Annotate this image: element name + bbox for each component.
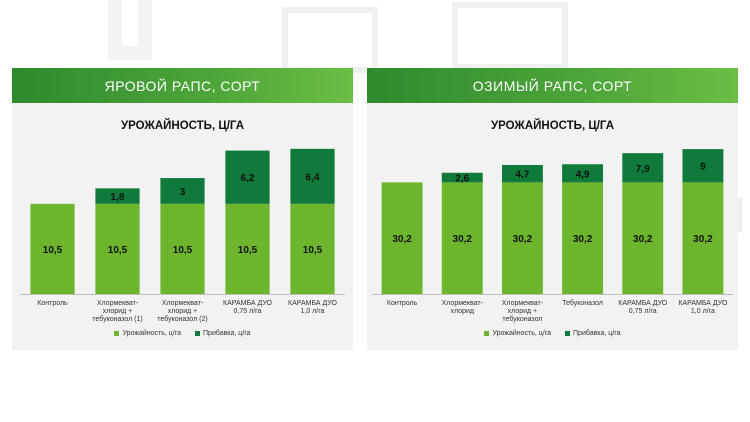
data-label-yield: 10,5 [238, 245, 258, 256]
panel-header-title: ОЗИМЫЙ РАПС, СОРТ [472, 77, 633, 94]
bar-yield [95, 203, 140, 294]
chart-title: УРОЖАЙНОСТЬ, Ц/ГА [120, 120, 245, 132]
data-label-increase: 9 [700, 162, 706, 173]
bar-yield [441, 182, 483, 294]
category-label: 1,0 л/га [301, 308, 325, 315]
category-label: 0,75 л/га [629, 308, 657, 315]
panel-header: ОЗИМЫЙ РАПС, СОРТ [367, 68, 738, 103]
data-label-yield: 30,2 [453, 234, 473, 245]
category-label: Хлормекват- [502, 300, 544, 307]
category-label: хлорид + [168, 308, 197, 315]
bar-yield [562, 182, 604, 294]
bar-yield [682, 182, 724, 294]
data-label-increase: 1,8 [111, 192, 125, 203]
data-label-increase: 6,2 [241, 173, 255, 184]
bar-chart: 30,2 Контроль 30,2 2,6 Хлормекват-хлорид 30,2… [372, 149, 733, 323]
data-label-increase: 2,6 [455, 174, 469, 185]
data-label-yield: 10,5 [108, 245, 128, 256]
chart-panel-winter-rapeseed: ОЗИМЫЙ РАПС, СОРТ УРОЖАЙНОСТЬ, Ц/ГА 30,2… [367, 68, 738, 350]
bar-increase [225, 150, 270, 204]
bar-increase [562, 164, 604, 183]
data-label-yield: 30,2 [693, 234, 713, 245]
chart-title: УРОЖАЙНОСТЬ, Ц/ГА [490, 120, 615, 132]
chart-panel-spring-rapeseed: ЯРОВОЙ РАПС, СОРТ УРОЖАЙНОСТЬ, Ц/ГА 10,5… [12, 68, 353, 350]
category-label: 0,75 л/га [234, 308, 262, 315]
bar-increase [160, 178, 205, 204]
category-label: хлорид + [508, 308, 537, 315]
data-label-increase: 4,7 [515, 170, 529, 181]
category-label: 1,0 л/га [691, 308, 715, 315]
legend-swatch-increase [565, 331, 571, 336]
category-label: хлорид [451, 308, 474, 315]
category-label: КАРАМБА ДУО [678, 300, 728, 307]
chart-legend: Урожайность, ц/га Прибавка, ц/га [367, 330, 738, 337]
panel-header: ЯРОВОЙ РАПС, СОРТ [12, 68, 353, 103]
legend-item-yield: Урожайность, ц/га [114, 330, 181, 337]
category-label: КАРАМБА ДУО [618, 300, 668, 307]
data-label-yield: 10,5 [43, 245, 63, 256]
category-label: КАРАМБА ДУО [223, 300, 273, 307]
data-label-yield: 30,2 [573, 234, 593, 245]
panel-header-title: ЯРОВОЙ РАПС, СОРТ [104, 77, 261, 94]
bar-increase [622, 153, 664, 183]
legend-swatch-yield [484, 331, 490, 336]
category-label: хлорид + [103, 308, 132, 315]
legend-item-yield: Урожайность, ц/га [484, 330, 551, 337]
bar-yield [290, 203, 335, 294]
data-label-increase: 7,9 [636, 164, 650, 175]
category-label: тебуконазол (1) [92, 315, 142, 323]
bar-increase [290, 148, 335, 204]
data-label-increase: 3 [180, 187, 186, 198]
category-label: КАРАМБА ДУО [288, 300, 338, 307]
data-label-yield: 30,2 [633, 234, 653, 245]
data-label-increase: 4,9 [576, 169, 590, 180]
data-label-yield: 30,2 [513, 234, 533, 245]
bar-yield [622, 182, 664, 294]
bar-increase [501, 165, 543, 183]
bar-yield [501, 182, 543, 294]
data-label-yield: 10,5 [173, 245, 193, 256]
category-label: Тебуконазол [562, 299, 603, 307]
data-label-yield: 10,5 [303, 245, 323, 256]
legend-swatch-yield [114, 331, 120, 336]
data-label-increase: 6,4 [306, 172, 320, 183]
category-label: Хлормекват- [162, 300, 204, 307]
legend-label-increase: Прибавка, ц/га [203, 330, 251, 337]
bar-yield [381, 182, 423, 294]
bar-yield [30, 203, 75, 294]
legend-label-yield: Урожайность, ц/га [492, 330, 552, 337]
category-label: тебуконазол (2) [157, 315, 207, 323]
legend-label-increase: Прибавка, ц/га [573, 330, 621, 337]
legend-item-increase: Прибавка, ц/га [565, 330, 621, 337]
bar-increase [682, 149, 724, 183]
legend-swatch-increase [195, 331, 201, 336]
category-label: Хлормекват- [97, 300, 139, 307]
bar-increase [441, 172, 483, 183]
bar-yield [225, 203, 270, 294]
bar-yield [160, 203, 205, 294]
category-label: Хлормекват- [442, 300, 484, 307]
category-label: тебуконазол [502, 315, 542, 323]
category-label: Контроль [37, 300, 68, 307]
bar-increase [95, 188, 140, 204]
legend-label-yield: Урожайность, ц/га [122, 330, 182, 337]
legend-item-increase: Прибавка, ц/га [195, 330, 251, 337]
data-label-yield: 30,2 [392, 234, 412, 245]
category-label: Контроль [387, 300, 418, 307]
chart-legend: Урожайность, ц/га Прибавка, ц/га [12, 330, 353, 337]
